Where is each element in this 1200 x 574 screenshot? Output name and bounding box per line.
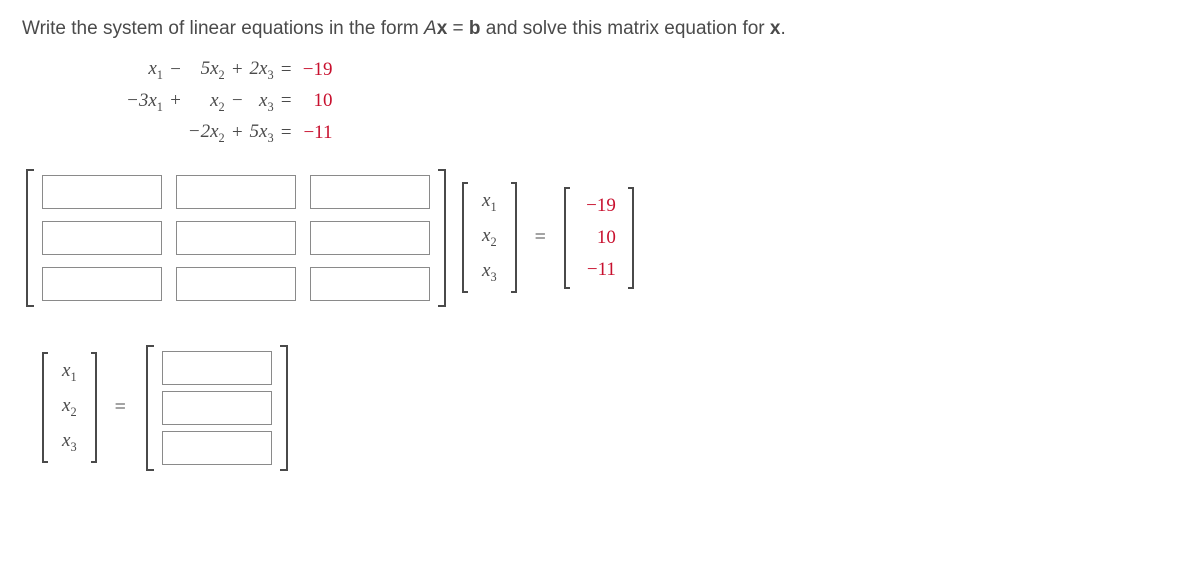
- equals-sign-2: =: [109, 396, 132, 419]
- prompt-pre: Write the system of linear equations in …: [22, 18, 424, 39]
- vector-b-entry: −19: [578, 193, 620, 219]
- prompt-mid: =: [447, 18, 469, 39]
- vector-x-entry: x1: [56, 358, 83, 387]
- matrix-A-cell[interactable]: [42, 175, 162, 209]
- matrix-A-cell[interactable]: [42, 267, 162, 301]
- vector-x-entry: x3: [476, 258, 503, 287]
- solution-row: x1 x2 x3 =: [40, 341, 1178, 475]
- question-prompt: Write the system of linear equations in …: [22, 18, 1178, 40]
- prompt-x: x: [437, 18, 448, 39]
- vector-b-entry: −11: [578, 257, 620, 283]
- matrix-A-cell[interactable]: [42, 221, 162, 255]
- solution-vector-inputs: [142, 341, 292, 475]
- vector-b-entry: 10: [578, 225, 620, 251]
- vector-b: −19 10 −11: [562, 183, 636, 293]
- matrix-equation-row: x1 x2 x3 = −19 10 −11: [22, 165, 1178, 311]
- vector-x-entry: x3: [56, 428, 83, 457]
- matrix-A-cell[interactable]: [310, 175, 430, 209]
- equals-sign: =: [529, 226, 552, 249]
- prompt-post: and solve this matrix equation for: [481, 18, 770, 39]
- solution-cell[interactable]: [162, 431, 272, 465]
- vector-x-entry: x2: [476, 223, 503, 252]
- solution-cell[interactable]: [162, 351, 272, 385]
- system-of-equations: x1−5x2+2x3=−19−3x1+x2−x3=10−2x2+5x3=−11: [122, 54, 1178, 149]
- prompt-end: .: [780, 18, 785, 39]
- vector-x-entry: x1: [476, 188, 503, 217]
- matrix-A-cell[interactable]: [176, 221, 296, 255]
- matrix-A-cell[interactable]: [176, 175, 296, 209]
- matrix-A-cell[interactable]: [310, 267, 430, 301]
- matrix-A-cell[interactable]: [176, 267, 296, 301]
- vector-x-lhs: x1 x2 x3: [40, 348, 99, 466]
- prompt-A: A: [424, 18, 437, 39]
- vector-x-entry: x2: [56, 393, 83, 422]
- prompt-b: b: [469, 18, 481, 39]
- matrix-A: [22, 165, 450, 311]
- solution-cell[interactable]: [162, 391, 272, 425]
- prompt-x2: x: [770, 18, 781, 39]
- vector-x: x1 x2 x3: [460, 178, 519, 296]
- matrix-A-cell[interactable]: [310, 221, 430, 255]
